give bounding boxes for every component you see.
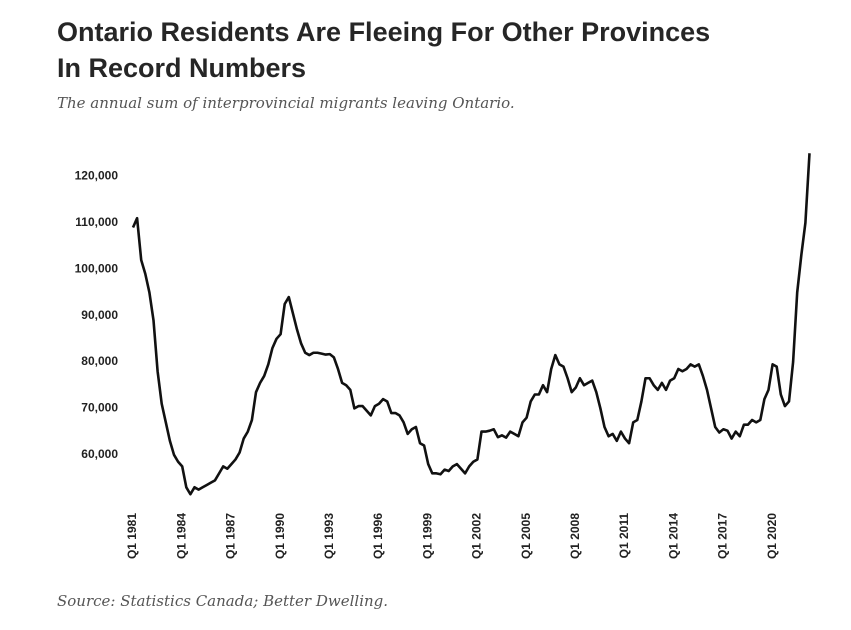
x-tick-label: Q1 2014 (666, 513, 680, 559)
x-tick-label: Q1 1984 (174, 513, 188, 559)
x-tick-label: Q1 1996 (371, 513, 385, 559)
chart-subtitle: The annual sum of interprovincial migran… (57, 94, 515, 112)
x-tick-label: Q1 2005 (519, 513, 533, 559)
x-tick-label: Q1 1990 (273, 513, 287, 559)
x-tick-label: Q1 2002 (470, 513, 484, 559)
x-tick-label: Q1 2008 (568, 513, 582, 559)
y-tick-label: 90,000 (81, 308, 118, 322)
y-tick-label: 80,000 (81, 354, 118, 368)
x-tick-label: Q1 2020 (765, 513, 779, 559)
x-tick-label: Q1 1993 (322, 513, 336, 559)
x-tick-label: Q1 1987 (224, 513, 238, 559)
x-tick-label: Q1 1999 (420, 513, 434, 559)
y-tick-label: 120,000 (75, 169, 119, 183)
line (131, 153, 811, 496)
x-tick-label: Q1 1981 (125, 513, 139, 559)
chart-title: Ontario Residents Are Fleeing For Other … (57, 17, 711, 83)
y-tick-label: 60,000 (81, 447, 118, 461)
y-tick-label: 110,000 (75, 215, 118, 229)
chart-source: Source: Statistics Canada; Better Dwelli… (57, 592, 389, 610)
y-tick-label: 70,000 (81, 401, 118, 415)
x-tick-label: Q1 2017 (716, 513, 730, 559)
y-tick-label: 100,000 (75, 261, 119, 275)
x-tick-label: Q1 2011 (617, 513, 631, 559)
